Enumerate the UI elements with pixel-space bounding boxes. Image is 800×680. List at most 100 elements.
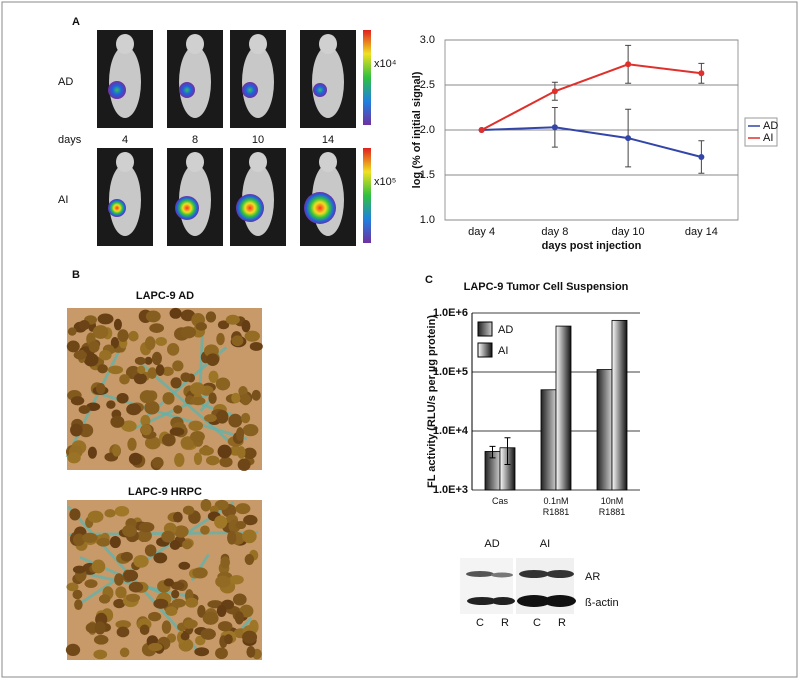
lane-label: C (476, 617, 484, 629)
nucleus (195, 322, 207, 331)
nucleus (128, 452, 143, 466)
signal (179, 82, 195, 98)
nucleus (144, 400, 160, 415)
x-tick-label: day 8 (541, 226, 568, 238)
y-tick-label: 2.0 (420, 124, 435, 136)
nucleus (188, 420, 204, 431)
mouse-head (319, 152, 337, 172)
nucleus (189, 396, 206, 406)
nucleus (155, 336, 167, 346)
lane-label: R (501, 617, 509, 629)
row-label: AD (58, 76, 73, 88)
x-tick-label: 0.1nM R1881 (542, 496, 570, 517)
nucleus (140, 414, 151, 427)
nucleus (185, 597, 199, 608)
nucleus (165, 606, 178, 617)
nucleus (145, 310, 161, 323)
image-title: LAPC-9 HRPC (128, 486, 202, 498)
day-label: 10 (252, 134, 264, 146)
nucleus (173, 525, 189, 538)
nucleus (83, 353, 99, 367)
nucleus (72, 565, 86, 574)
nucleus (65, 643, 81, 657)
nucleus (112, 444, 121, 457)
nucleus (228, 413, 243, 428)
mouse-head (249, 152, 267, 172)
panel-label: C (425, 274, 433, 286)
nucleus (214, 499, 229, 511)
mouse-body (109, 164, 141, 236)
panel-label: B (72, 269, 80, 281)
nucleus (170, 377, 182, 389)
signal (108, 199, 126, 217)
nucleus (95, 383, 106, 395)
nucleus (231, 392, 241, 404)
nucleus (234, 611, 244, 625)
legend-box (744, 117, 778, 147)
nucleus (190, 382, 205, 396)
x-tick-label: day 14 (685, 226, 718, 238)
nucleus (208, 392, 217, 404)
nucleus (82, 532, 98, 543)
legend-swatch (477, 321, 493, 337)
nucleus (144, 336, 156, 351)
nucleus (220, 556, 230, 569)
color-scale (363, 30, 371, 125)
x-tick-label: day 10 (612, 226, 645, 238)
nucleus (202, 611, 219, 625)
nucleus (215, 377, 231, 391)
nucleus (117, 329, 129, 343)
nucleus (163, 578, 174, 587)
nucleus (199, 446, 214, 456)
nucleus (139, 390, 155, 404)
nucleus (67, 452, 81, 464)
day-label: 8 (192, 134, 198, 146)
nucleus (246, 646, 256, 658)
nucleus (107, 365, 124, 375)
x-tick-label: Cas (491, 496, 508, 506)
nucleus (128, 581, 144, 593)
nucleus (171, 598, 186, 608)
nucleus (242, 424, 259, 437)
legend-label: AI (498, 345, 508, 357)
band (466, 571, 494, 577)
nucleus (148, 611, 162, 622)
y-axis-label: log (% of initial signal) (411, 71, 423, 188)
nucleus (224, 634, 233, 645)
nucleus (74, 599, 83, 611)
nucleus (149, 323, 164, 333)
legend-label: AD (498, 324, 513, 336)
nucleus (119, 647, 130, 658)
panel-label: A (72, 16, 80, 28)
signal (313, 83, 327, 97)
nucleus (180, 632, 190, 641)
series-line (481, 126, 702, 158)
band (544, 595, 576, 607)
mouse-body (109, 46, 141, 118)
nucleus (78, 405, 91, 414)
mouse-head (116, 152, 134, 172)
nucleus (180, 372, 191, 383)
nucleus (66, 340, 80, 353)
nucleus (151, 351, 162, 366)
nucleus (173, 511, 183, 523)
nucleus (93, 634, 109, 645)
nucleus (205, 455, 220, 466)
error-bar (489, 445, 496, 459)
lane-label: C (533, 617, 541, 629)
stroma (138, 361, 246, 457)
y-axis-label: FL activity (RLU/s per µg protein) (426, 315, 438, 488)
bar (540, 389, 557, 491)
mouse-body (312, 46, 344, 118)
y-tick-label: 1.5 (420, 169, 435, 181)
nucleus (113, 598, 126, 609)
nucleus (205, 311, 217, 323)
nucleus (140, 424, 152, 436)
signal (175, 196, 199, 220)
band (546, 570, 574, 578)
nucleus (123, 569, 139, 582)
nucleus (178, 561, 191, 570)
mouse-head (116, 34, 134, 54)
nucleus (243, 514, 258, 526)
